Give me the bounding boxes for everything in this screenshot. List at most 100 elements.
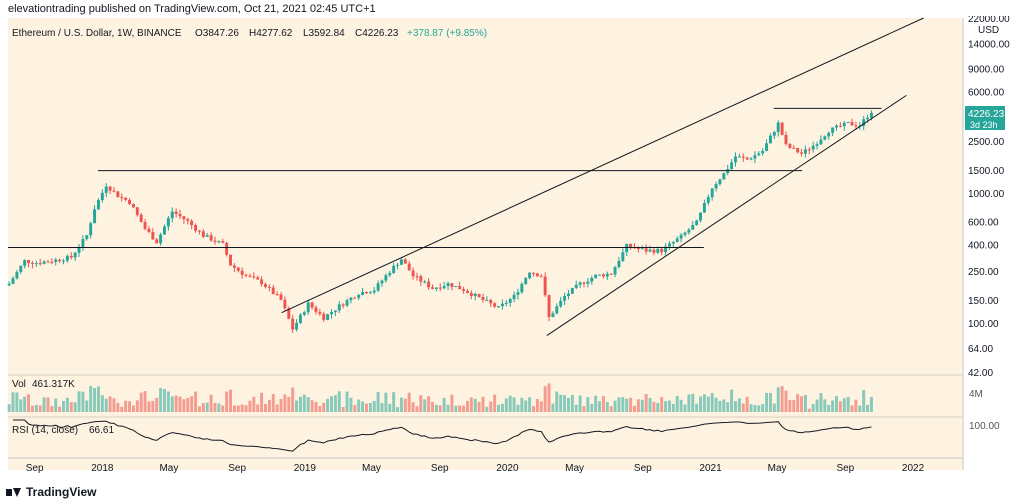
candle-body — [854, 125, 858, 127]
candle-body — [264, 284, 267, 287]
volume-bar — [578, 395, 582, 412]
tradingview-footer[interactable]: TradingView — [6, 485, 96, 499]
candle-body — [543, 276, 547, 296]
volume-bar — [726, 402, 730, 412]
volume-bar — [275, 404, 279, 412]
candle-body — [776, 122, 780, 133]
candle-body — [69, 255, 73, 258]
chart-area[interactable]: 22000.0014000.009000.006000.004000.00250… — [0, 14, 1024, 482]
volume-bar — [477, 401, 481, 412]
last-price-tag — [965, 106, 1005, 130]
candle-body — [714, 184, 718, 189]
candle-body — [664, 246, 668, 253]
volume-bar — [780, 386, 784, 412]
candle-body — [392, 265, 396, 273]
volume-bar — [850, 405, 854, 412]
time-tick-label: 2018 — [91, 463, 114, 474]
time-tick-label: May — [159, 463, 178, 474]
time-tick-label: Sep — [431, 463, 449, 474]
candle-body — [314, 307, 318, 312]
time-axis-labels[interactable]: Sep 2018 May Sep 2019 May Sep 2020 May Sep 2021 May… — [26, 463, 925, 474]
volume-bar — [434, 404, 438, 412]
volume-bar — [194, 391, 198, 412]
volume-bar — [190, 396, 194, 412]
volume-bar — [159, 388, 163, 412]
volume-bar — [209, 394, 213, 412]
candle-body — [601, 274, 605, 277]
candle-body — [621, 252, 625, 261]
volume-bar — [835, 396, 838, 412]
candlestick-series — [7, 110, 873, 333]
candle-body — [815, 144, 819, 146]
volume-bar — [221, 405, 225, 412]
candle-body — [683, 232, 687, 235]
candle-body — [42, 261, 46, 264]
candle-body — [710, 188, 714, 198]
candle-body — [811, 145, 815, 150]
candle-body — [660, 248, 664, 253]
volume-bar — [714, 397, 718, 412]
price-tick-label: 64.00 — [968, 344, 993, 355]
candle-body — [291, 318, 295, 330]
volume-bar — [256, 404, 260, 412]
candle-body — [796, 147, 800, 153]
rsi-line — [13, 419, 872, 452]
candle-body — [617, 260, 621, 268]
candle-body — [201, 231, 205, 237]
candle-body — [699, 212, 703, 221]
volume-bar — [415, 406, 419, 412]
volume-bar — [625, 398, 629, 412]
volume-bar — [116, 402, 120, 412]
volume-bar — [741, 403, 745, 412]
volume-bar — [229, 389, 232, 412]
volume-bar — [392, 392, 396, 412]
candle-body — [380, 280, 384, 284]
volume-bar — [388, 403, 392, 412]
volume-bar — [772, 403, 776, 412]
candle-body — [104, 186, 108, 193]
candle-body — [139, 214, 143, 223]
volume-bar — [535, 399, 539, 412]
candle-body — [706, 197, 710, 203]
drawn-lines[interactable] — [8, 17, 924, 336]
time-tick-label: Sep — [634, 463, 652, 474]
volume-bar — [485, 406, 489, 412]
candle-body — [326, 314, 330, 320]
time-tick-label: Sep — [26, 463, 44, 474]
volume-bar — [407, 392, 411, 412]
price-chart[interactable]: 22000.0014000.009000.006000.004000.00250… — [0, 14, 1024, 482]
candle-body — [186, 219, 190, 221]
volume-bar — [512, 397, 516, 412]
candle-body — [722, 173, 726, 180]
candle-body — [768, 135, 772, 144]
symbol-line: Ethereum / U.S. Dollar, 1W, BINANCE — [12, 28, 182, 39]
candle-body — [586, 281, 590, 284]
candle-body — [761, 150, 765, 154]
candle-body — [15, 271, 19, 279]
candle-body — [93, 209, 97, 224]
volume-bar — [462, 405, 466, 412]
candle-body — [679, 234, 683, 239]
candle-body — [842, 122, 846, 127]
candle-body — [376, 283, 380, 291]
volume-bar — [528, 397, 532, 412]
candle-body — [442, 286, 446, 289]
candle-body — [7, 283, 11, 286]
volume-bar — [135, 400, 139, 412]
candle-body — [590, 277, 594, 282]
candle-body — [357, 294, 361, 298]
candle-body — [236, 267, 240, 271]
last-price-label: 4226.23 — [968, 109, 1005, 120]
candle-body — [178, 213, 182, 217]
candle-body — [508, 299, 512, 303]
candle-body — [862, 119, 866, 126]
volume-bar — [174, 395, 178, 412]
volume-bar — [745, 396, 749, 412]
candle-body — [213, 240, 217, 242]
candle-body — [629, 243, 633, 248]
candle-body — [353, 297, 357, 299]
volume-bar — [302, 394, 306, 412]
volume-bar — [586, 397, 590, 412]
candle-body — [718, 179, 722, 185]
volume-bar — [423, 399, 427, 412]
